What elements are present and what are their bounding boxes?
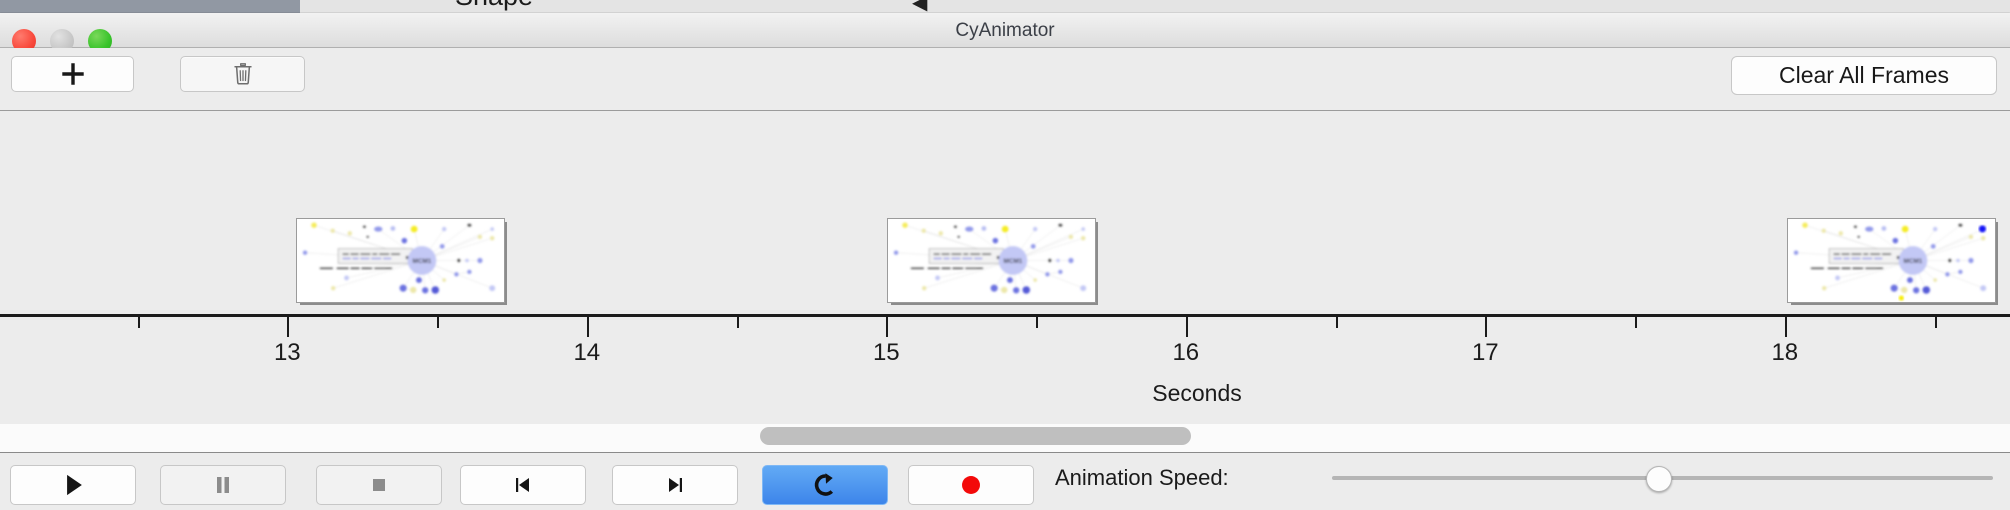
svg-text:MCM1: MCM1 — [1004, 258, 1023, 265]
svg-text:MCM1: MCM1 — [413, 258, 432, 265]
